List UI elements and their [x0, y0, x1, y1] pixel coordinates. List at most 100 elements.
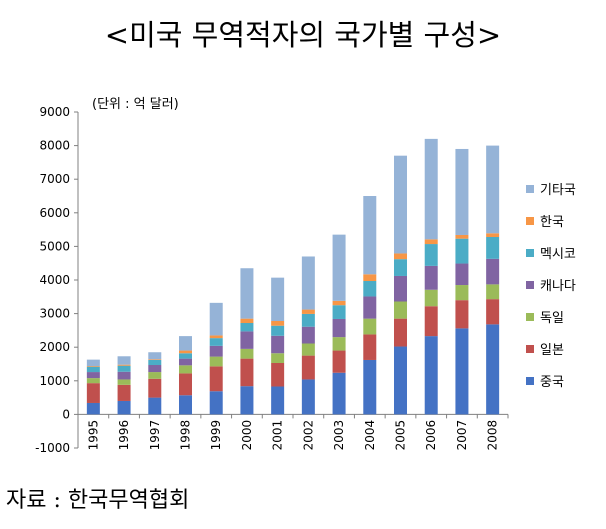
- bar-segment-캐나다-1996: [117, 371, 131, 380]
- bar-segment-한국-2002: [301, 309, 315, 314]
- bar-segment-중국-1998: [179, 395, 192, 415]
- x-tick-label: 2002: [301, 420, 315, 451]
- bar-segment-캐나다-2008: [486, 258, 500, 285]
- x-tick-label: 2006: [424, 420, 438, 451]
- x-tick-label: 2000: [240, 420, 254, 451]
- y-tick-label: -1000: [35, 441, 70, 455]
- bar-segment-멕시코-2001: [271, 325, 285, 336]
- bar-segment-기타국-1998: [179, 336, 192, 351]
- bar-segment-캐나다-2002: [301, 326, 315, 344]
- bar-segment-일본-1999: [209, 366, 223, 392]
- legend-label-독일: 독일: [540, 311, 564, 326]
- bar-segment-독일-2007: [455, 285, 469, 301]
- bar-segment-캐나다-2000: [240, 331, 254, 349]
- bar-segment-독일-1995: [86, 378, 100, 384]
- bar-segment-한국-2006: [424, 239, 438, 245]
- bars: [86, 138, 500, 415]
- bar-segment-캐나다-2001: [271, 335, 285, 354]
- y-tick-labels: -1000 0 1000 2000 3000 4000 5000 6000 7000 8000 90…: [35, 105, 70, 455]
- legend-label-멕시코: 멕시코: [540, 247, 576, 262]
- x-tick-label: 1998: [179, 420, 193, 451]
- bar-segment-멕시코-2004: [363, 281, 377, 297]
- x-tick-label: 2008: [486, 420, 500, 451]
- bar-segment-독일-2006: [424, 289, 438, 307]
- bar-segment-중국-2005: [394, 346, 407, 415]
- bar-segment-일본-2001: [271, 362, 285, 387]
- bar-segment-일본-2007: [455, 300, 469, 329]
- bar-segment-한국-2004: [363, 274, 377, 282]
- bar-segment-독일-2001: [271, 353, 285, 363]
- bar-segment-독일-1997: [148, 372, 162, 379]
- x-tick-label: 1999: [209, 420, 223, 451]
- y-tick-label: 5000: [39, 239, 70, 253]
- bar-segment-독일-2008: [486, 284, 500, 300]
- legend-label-캐나다: 캐나다: [540, 279, 576, 294]
- legend-label-중국: 중국: [540, 375, 564, 390]
- bar-segment-멕시코-1999: [209, 338, 223, 346]
- y-tick-label: 6000: [39, 206, 70, 220]
- bar-segment-중국-2003: [332, 372, 346, 415]
- bar-segment-독일-1996: [117, 379, 131, 385]
- x-tick-label: 1997: [148, 420, 162, 451]
- x-tick-labels: 1995 1996 1997 1998 1999 2000 2001 2002 2003 2004…: [86, 420, 499, 451]
- bar-segment-한국-1997: [148, 359, 162, 360]
- bar-segment-기타국-1999: [209, 302, 223, 336]
- y-tick-label: 4000: [39, 273, 70, 287]
- bar-segment-한국-2003: [332, 300, 346, 306]
- bar-segment-기타국-1995: [86, 359, 100, 367]
- bar-segment-일본-2005: [394, 318, 407, 347]
- axes: [74, 111, 509, 449]
- bar-segment-일본-1996: [117, 384, 131, 401]
- bar-segment-기타국-1997: [148, 352, 162, 360]
- bar-segment-캐나다-2003: [332, 318, 346, 338]
- x-tick-label: 1996: [117, 420, 131, 451]
- chart-title: <미국 무역적자의 국가별 구성>: [104, 18, 502, 52]
- bar-segment-독일-1998: [179, 365, 192, 374]
- legend-swatch-독일: [526, 313, 534, 321]
- bar-segment-중국-2001: [271, 386, 285, 415]
- bar-segment-캐나다-2005: [394, 275, 407, 302]
- bar-segment-한국-1998: [179, 350, 192, 354]
- bar-segment-멕시코-2007: [455, 238, 469, 264]
- bar-segment-중국-1995: [86, 402, 100, 415]
- bar-segment-중국-2008: [486, 324, 500, 415]
- bar-segment-멕시코-2006: [424, 244, 438, 266]
- bar-segment-멕시코-2003: [332, 305, 346, 319]
- bar-segment-한국-2007: [455, 234, 469, 239]
- bar-segment-한국-2000: [240, 318, 254, 324]
- bar-segment-한국-1996: [117, 364, 131, 366]
- y-tick-label: 0: [62, 407, 70, 421]
- bar-segment-한국-2008: [486, 233, 500, 237]
- bar-segment-기타국-2007: [455, 148, 469, 235]
- bar-segment-중국-2007: [455, 328, 469, 415]
- bar-segment-독일-2003: [332, 337, 346, 351]
- legend-swatch-기타국: [526, 185, 534, 193]
- x-tick-label: 1995: [86, 420, 100, 451]
- y-tick-label: 1000: [39, 374, 70, 388]
- bar-segment-일본-2002: [301, 355, 315, 380]
- bar-segment-중국-2000: [240, 386, 254, 415]
- bar-segment-일본-1997: [148, 378, 162, 398]
- y-tick-label: 3000: [39, 307, 70, 321]
- bar-segment-멕시코-1995: [86, 366, 100, 373]
- bar-segment-중국-1999: [209, 391, 223, 415]
- legend-label-기타국: 기타국: [540, 183, 576, 198]
- bar-segment-멕시코-1997: [148, 359, 162, 366]
- bar-segment-캐나다-2006: [424, 265, 438, 290]
- bar-segment-중국-2006: [424, 336, 438, 415]
- bar-segment-캐나다-1998: [179, 358, 192, 366]
- source-note: 자료 : 한국무역협회: [6, 488, 190, 513]
- bar-segment-일본-2006: [424, 306, 438, 337]
- bar-segment-한국-2001: [271, 320, 285, 326]
- bar-segment-기타국-2005: [394, 155, 407, 254]
- unit-label: (단위 : 억 달러): [92, 97, 179, 112]
- y-tick-label: 8000: [39, 139, 70, 153]
- legend-swatch-일본: [526, 345, 534, 353]
- bar-segment-멕시코-2005: [394, 259, 407, 276]
- x-tick-label: 2004: [363, 420, 377, 451]
- bar-segment-일본-2008: [486, 299, 500, 325]
- bar-segment-일본-2003: [332, 350, 346, 373]
- bar-segment-멕시코-2002: [301, 313, 315, 327]
